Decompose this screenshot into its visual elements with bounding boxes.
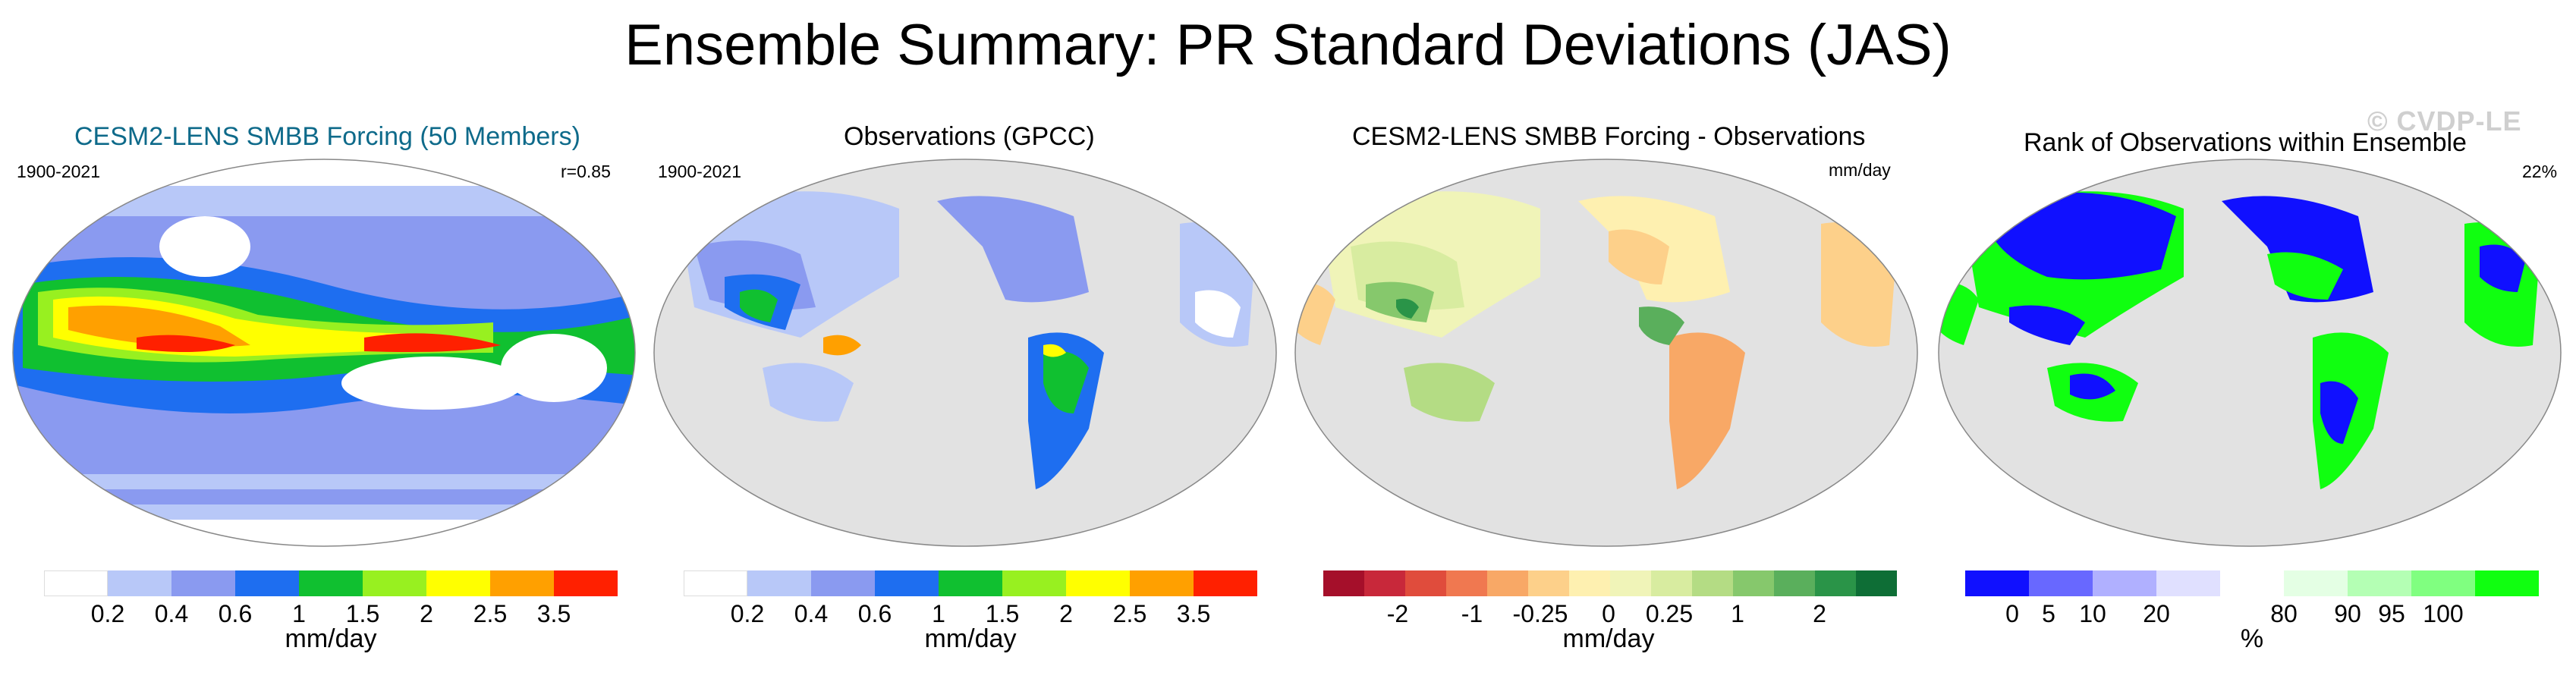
panel-2-swatch-4: [875, 570, 939, 596]
panel-2-swatch-1: [684, 570, 747, 596]
panel-4-map: [1938, 159, 2562, 547]
panel-3-swatch-6: [1528, 570, 1569, 596]
panel-3-map: [1294, 159, 1918, 547]
figure-title: Ensemble Summary: PR Standard Deviations…: [624, 13, 1952, 77]
panel-1-swatch-5: [299, 570, 363, 596]
panel-1-colorbar: [44, 570, 618, 596]
panel-3-colorbar: [1323, 570, 1897, 596]
panel-3-tick: 0.25: [1645, 600, 1694, 627]
panel-3-swatch-7: [1569, 570, 1610, 596]
panel-4-swatch-1: [1965, 570, 2029, 596]
panel-3-tick: 2: [1813, 600, 1826, 627]
panel-4-swatch-3: [2093, 570, 2156, 596]
panel-2-tick: 0.2: [730, 600, 765, 627]
panel-2-tick: 2: [1059, 600, 1073, 627]
panel-4-swatch-6: [2284, 570, 2348, 596]
panel-3-swatch-3: [1405, 570, 1446, 596]
panel-4-tick: 10: [2079, 600, 2106, 627]
panel-4-unit: %: [2240, 624, 2264, 653]
panel-4-tick: 100: [2423, 600, 2464, 627]
panel-4-tick: 0: [2005, 600, 2019, 627]
panel-4-tick: 20: [2143, 600, 2170, 627]
panel-1-tick: 2.5: [473, 600, 508, 627]
panel-2-swatch-9: [1194, 570, 1257, 596]
panel-2-map: [653, 159, 1277, 547]
panel-4-colorbar: [1965, 570, 2539, 596]
panel-1-unit: mm/day: [285, 624, 377, 653]
panel-4-tick: 80: [2270, 600, 2298, 627]
panel-3-swatch-10: [1692, 570, 1733, 596]
panel-4-swatch-5: [2220, 570, 2284, 596]
panel-3-title: CESM2-LENS SMBB Forcing - Observations: [1352, 122, 1866, 151]
panel-2-tick: 2.5: [1112, 600, 1147, 627]
panel-2-swatch-5: [939, 570, 1002, 596]
panel-1-swatch-6: [363, 570, 426, 596]
panel-2-tick: 1: [932, 600, 945, 627]
panel-3-swatch-13: [1815, 570, 1856, 596]
panel-3-swatch-5: [1487, 570, 1528, 596]
panel-1-swatch-7: [426, 570, 490, 596]
panel-2-swatch-6: [1002, 570, 1066, 596]
panel-4-tick: 90: [2334, 600, 2361, 627]
watermark: © CVDP-LE: [2367, 105, 2522, 137]
panel-4-title: Rank of Observations within Ensemble: [2024, 128, 2467, 157]
panel-3-swatch-11: [1733, 570, 1774, 596]
panel-3-tick: -0.25: [1512, 600, 1568, 627]
panel-2-tick: 0.4: [794, 600, 829, 627]
panel-3-unit-label: mm/day: [1829, 160, 1891, 180]
panel-2-unit: mm/day: [924, 624, 1017, 653]
panel-1-tick: 2: [420, 600, 433, 627]
panel-3-unit: mm/day: [1562, 624, 1655, 653]
panel-1-swatch-8: [490, 570, 554, 596]
panel-1-tick: 1: [292, 600, 306, 627]
panel-4-swatch-8: [2411, 570, 2475, 596]
panel-3-swatch-8: [1610, 570, 1651, 596]
panel-3-swatch-2: [1364, 570, 1405, 596]
panel-1-tick: 0.4: [154, 600, 189, 627]
panel-2-period: 1900-2021: [658, 162, 741, 181]
panel-1-correlation: r=0.85: [561, 162, 611, 181]
panel-1-tick: 3.5: [536, 600, 571, 627]
panel-4-swatch-7: [2348, 570, 2411, 596]
panel-3-tick: 1: [1731, 600, 1744, 627]
panel-2-swatch-8: [1130, 570, 1194, 596]
panel-1-swatch-2: [108, 570, 171, 596]
panel-3-tick: -2: [1386, 600, 1409, 627]
panel-1-swatch-3: [171, 570, 235, 596]
panel-3-swatch-4: [1446, 570, 1487, 596]
panel-3-swatch-9: [1651, 570, 1692, 596]
panel-2-swatch-3: [811, 570, 875, 596]
panel-1-swatch-4: [235, 570, 299, 596]
panel-4-swatch-9: [2475, 570, 2539, 596]
panel-1-period: 1900-2021: [17, 162, 100, 181]
panel-4-percent-label: 22%: [2522, 162, 2558, 181]
panel-4-swatch-2: [2029, 570, 2093, 596]
panel-1-tick: 1.5: [345, 600, 380, 627]
panel-1-swatch-1: [44, 570, 108, 596]
panel-2-title: Observations (GPCC): [844, 122, 1095, 151]
panel-4-tick: 95: [2378, 600, 2405, 627]
panel-2-colorbar: [684, 570, 1257, 596]
panel-2-swatch-2: [747, 570, 811, 596]
panel-3-swatch-12: [1774, 570, 1815, 596]
panel-3-swatch-1: [1323, 570, 1364, 596]
panel-2-swatch-7: [1066, 570, 1130, 596]
panel-1-map: [12, 159, 636, 547]
panel-4-tick: 5: [2042, 600, 2055, 627]
panel-3-swatch-14: [1856, 570, 1897, 596]
panel-1-tick: 0.6: [218, 600, 253, 627]
panel-1-title: CESM2-LENS SMBB Forcing (50 Members): [74, 122, 580, 151]
panel-2-tick: 1.5: [985, 600, 1020, 627]
panel-1-tick: 0.2: [90, 600, 125, 627]
panel-4-swatch-4: [2156, 570, 2220, 596]
panel-1-swatch-9: [554, 570, 618, 596]
panel-3-tick: -1: [1461, 600, 1483, 627]
panel-3-tick: 0: [1602, 600, 1615, 627]
panel-2-tick: 0.6: [857, 600, 892, 627]
panel-2-tick: 3.5: [1176, 600, 1211, 627]
